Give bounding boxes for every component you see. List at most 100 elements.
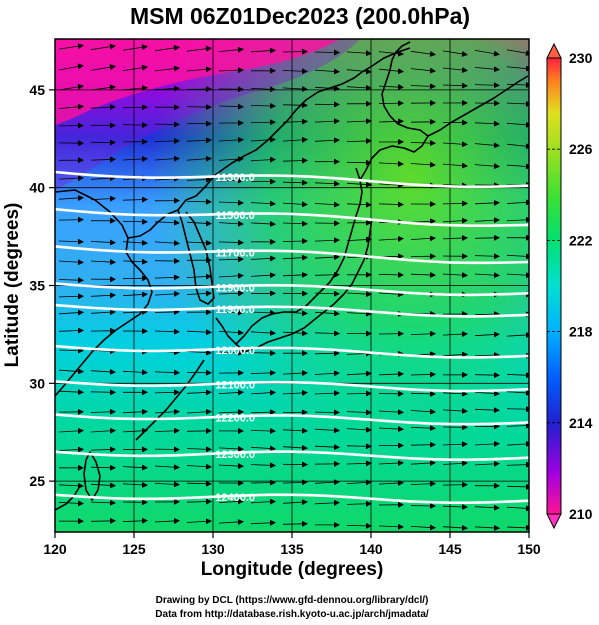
wind-streamline-arrow (122, 408, 148, 415)
wind-streamline-arrow (58, 446, 84, 453)
height-contour-line (55, 170, 529, 189)
wind-streamline-arrow (410, 441, 436, 448)
height-contours: 11300.0 11500.0 11700.0 11900.0 11900.0 12000… (55, 170, 529, 504)
wind-streamline-arrow (58, 347, 84, 354)
wind-streamline-arrow (282, 68, 308, 75)
wind-streamline-arrow (410, 50, 436, 57)
coastline-yellow-sea-china (55, 237, 153, 397)
height-contour-label: 11300.0 (216, 172, 255, 184)
wind-streamline-arrow (346, 310, 372, 317)
wind-streamline-arrow (282, 179, 308, 186)
wind-streamline-arrow (506, 505, 529, 512)
wind-streamline-arrow (474, 253, 500, 260)
wind-streamline-arrow (154, 155, 180, 162)
wind-streamline-arrow (250, 309, 276, 316)
x-tick-label: 150 (517, 541, 541, 557)
wind-streamline-arrow (154, 274, 180, 281)
height-contour-line (55, 380, 529, 393)
wind-streamline-arrow (218, 445, 244, 452)
wind-streamline-arrow (346, 370, 372, 377)
wind-streamline-arrow (154, 240, 180, 247)
wind-streamline-arrow (506, 440, 529, 447)
wind-streamline-arrow (314, 444, 340, 451)
wind-streamline-arrow (90, 309, 116, 316)
wind-streamline-arrow (122, 427, 148, 434)
wind-streamline-arrow (90, 292, 116, 299)
height-contour-line (55, 207, 529, 227)
wind-streamline-arrow (282, 102, 308, 109)
wind-streamline-arrow (314, 68, 340, 75)
wind-streamline-arrow (122, 291, 148, 298)
coastline-sakhalin (391, 41, 411, 61)
wind-streamline-arrow (282, 520, 308, 527)
wind-streamline-arrow (346, 460, 372, 467)
wind-streamline-arrow (186, 498, 212, 505)
wind-streamline-arrow (378, 84, 404, 91)
wind-streamline-arrow (122, 275, 148, 282)
y-tick-label: 30 (29, 375, 45, 391)
wind-streamline-arrow (90, 446, 116, 453)
colorbar-tick-label: 230 (569, 50, 593, 66)
height-contour-label: 11500.0 (216, 210, 255, 222)
wind-streamline-arrow (314, 118, 340, 125)
wind-streamline-arrow (58, 427, 84, 434)
wind-streamline-arrow (442, 217, 468, 224)
wind-streamline-arrow (186, 273, 212, 280)
wind-streamline-arrow (442, 82, 468, 89)
wind-streamline-arrow (122, 44, 148, 51)
wind-streamline-arrow (122, 196, 148, 203)
wind-streamline-arrow (410, 460, 436, 467)
wind-streamline-arrow (218, 498, 244, 505)
coastline-kurils (427, 75, 529, 137)
wind-streamline-arrow (442, 50, 468, 57)
wind-streamline-arrow (218, 518, 244, 525)
wind-streamline-arrow (474, 142, 500, 149)
wind-streamline-arrow (346, 291, 372, 298)
colorbar-tick-label: 222 (569, 232, 593, 248)
wind-streamline-arrow (378, 460, 404, 467)
wind-streamline-arrow (282, 48, 308, 55)
wind-streamline-arrow (282, 427, 308, 434)
wind-streamline-arrow (218, 220, 244, 227)
wind-streamline-arrow (186, 104, 212, 111)
coastline-hokkaido (359, 59, 429, 181)
x-tick-label: 135 (280, 541, 304, 557)
height-contour-line (55, 450, 529, 461)
wind-streamline-arrow (506, 524, 529, 531)
wind-streamline-arrow (346, 137, 372, 144)
wind-streamline-arrow (218, 389, 244, 396)
wind-streamline-arrow (218, 463, 244, 470)
height-contour-label: 12200.0 (215, 413, 255, 425)
wind-streamline-arrow (410, 425, 436, 432)
wind-streamline-arrow (506, 372, 529, 379)
wind-streamline-arrow (58, 482, 84, 489)
wind-streamline-arrow (154, 481, 180, 488)
wind-streamline-arrow (282, 201, 308, 208)
wind-streamline-arrow (346, 181, 372, 188)
wind-streamline-arrow (474, 217, 500, 224)
wind-streamline-arrow (378, 182, 404, 189)
wind-streamline-arrow (122, 64, 148, 72)
wind-streamline-arrow (378, 479, 404, 486)
wind-streamline-arrow (154, 408, 180, 415)
wind-streamline-arrow (186, 239, 212, 246)
wind-streamline-arrow (474, 163, 500, 170)
wind-streamline-arrow (154, 464, 180, 471)
wind-streamline-arrow (90, 517, 116, 524)
wind-streamline-arrow (506, 272, 529, 279)
wind-streamline-arrow (378, 118, 404, 125)
wind-streamline-arrow (506, 389, 529, 396)
wind-streamline-arrow (218, 349, 244, 356)
wind-streamline-arrow (250, 200, 276, 207)
wind-streamline-arrow (506, 100, 529, 107)
wind-streamline-arrow (282, 254, 308, 261)
wind-streamline-arrow (442, 66, 468, 73)
wind-streamline-arrow (314, 254, 340, 261)
wind-streamline-arrow (122, 104, 148, 111)
wind-streamline-arrow (442, 524, 468, 531)
wind-streamline-arrow (410, 330, 436, 337)
wind-streamline-arrow (186, 137, 212, 144)
wind-streamline-arrow (154, 517, 180, 524)
wind-streamline-arrow (250, 427, 276, 434)
wind-streamline-arrow (90, 499, 116, 506)
